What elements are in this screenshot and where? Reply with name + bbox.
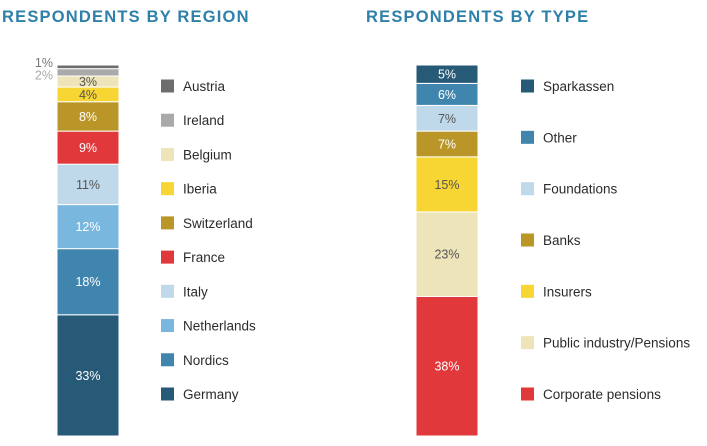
legend-item-france: France (161, 250, 225, 265)
legend-swatch-other (521, 130, 534, 144)
data-label-switzerland: 8% (79, 110, 97, 124)
legend-item-nordics: Nordics (161, 353, 229, 368)
legend-label-austria: Austria (183, 79, 226, 94)
chart-type: 38% 23% 15% 7% 7% 6% 5% Sparkassen Other Foundati… (415, 64, 690, 437)
legend-label-france: France (183, 250, 225, 265)
legend-label-belgium: Belgium (183, 147, 232, 162)
data-label-nordics: 18% (75, 275, 100, 289)
legend-item-foundations: Foundations (521, 182, 618, 197)
legend-label-banks: Banks (543, 233, 581, 248)
legend-swatch-austria (161, 79, 174, 93)
legend-item-belgium: Belgium (161, 147, 232, 162)
data-label-italy: 11% (76, 178, 100, 192)
data-label-insurers: 15% (434, 178, 459, 192)
legend-swatch-switzerland (161, 216, 174, 230)
data-label-iberia: 4% (79, 88, 97, 102)
legend-swatch-netherlands (161, 319, 174, 333)
bar-segment-netherlands (56, 204, 120, 250)
legend-item-sparkassen: Sparkassen (521, 79, 614, 94)
legend-item-other: Other (521, 130, 577, 145)
legend-item-austria: Austria (161, 79, 226, 94)
legend-label-netherlands: Netherlands (183, 319, 256, 334)
data-label-austria: 1% (35, 56, 53, 70)
legend-swatch-italy (161, 284, 174, 298)
legend-item-corporate-pensions: Corporate pensions (521, 387, 661, 402)
legend-label-other: Other (543, 130, 577, 145)
legend-swatch-corporate-pensions (521, 387, 534, 401)
legend-label-corporate-pensions: Corporate pensions (543, 387, 661, 402)
data-label-corporate-pensions: 38% (434, 360, 459, 374)
data-label-netherlands: 12% (75, 220, 100, 234)
legend-swatch-foundations (521, 182, 534, 196)
legend-item-banks: Banks (521, 233, 581, 248)
legend-swatch-nordics (161, 353, 174, 367)
data-label-sparkassen: 5% (438, 68, 456, 82)
legend-item-iberia: Iberia (161, 182, 217, 197)
bar-segment-sparkassen (415, 64, 479, 84)
legend-label-sparkassen: Sparkassen (543, 79, 614, 94)
legend-item-insurers: Insurers (521, 284, 592, 299)
legend-item-ireland: Ireland (161, 113, 224, 128)
legend-swatch-france (161, 250, 174, 264)
legend-item-germany: Germany (161, 387, 239, 402)
legend-item-public-industry-pensions: Public industry/Pensions (521, 336, 690, 351)
legend-label-foundations: Foundations (543, 182, 618, 197)
bar-segment-nordics (56, 248, 120, 316)
data-label-germany: 33% (75, 369, 100, 383)
legend-label-switzerland: Switzerland (183, 216, 253, 231)
data-label-france: 9% (79, 141, 97, 155)
legend-swatch-ireland (161, 113, 174, 127)
legend-label-germany: Germany (183, 387, 239, 402)
legend-swatch-sparkassen (521, 79, 534, 93)
legend-label-nordics: Nordics (183, 353, 229, 368)
chart-title-region: RESPONDENTS BY REGION (2, 8, 250, 26)
legend-label-iberia: Iberia (183, 182, 217, 197)
data-label-other: 6% (438, 88, 456, 102)
bar-segment-foundations (415, 104, 479, 132)
legend-swatch-iberia (161, 182, 174, 196)
chart-region: 33% 18% 12% 11% 9% 8% 4%3% 2%1% Austria Ireland Be… (35, 56, 256, 437)
legend-item-italy: Italy (161, 284, 208, 299)
legend-swatch-insurers (521, 284, 534, 298)
bar-segment-ireland (56, 68, 120, 77)
data-label-public-industry-pensions: 23% (434, 248, 459, 262)
legend-item-netherlands: Netherlands (161, 319, 256, 334)
legend-swatch-germany (161, 387, 174, 401)
data-label-banks: 7% (438, 137, 456, 151)
data-label-belgium: 3% (79, 75, 97, 89)
legend-label-ireland: Ireland (183, 113, 224, 128)
bar-segment-banks (415, 130, 479, 158)
bar-segment-austria (56, 64, 120, 70)
legend-label-italy: Italy (183, 284, 208, 299)
data-label-foundations: 7% (438, 112, 456, 126)
bar-segment-insurers (415, 156, 479, 213)
legend-swatch-public-industry-pensions (521, 336, 534, 350)
legend-label-public-industry-pensions: Public industry/Pensions (543, 336, 690, 351)
data-label-ireland: 2% (35, 69, 53, 83)
chart-title-type: RESPONDENTS BY TYPE (366, 8, 590, 26)
bar-segment-public-industry-pensions (415, 211, 479, 297)
legend-swatch-belgium (161, 147, 174, 161)
legend-swatch-banks (521, 233, 534, 247)
legend-label-insurers: Insurers (543, 284, 592, 299)
bar-segment-germany (56, 314, 120, 437)
legend-item-switzerland: Switzerland (161, 216, 253, 231)
